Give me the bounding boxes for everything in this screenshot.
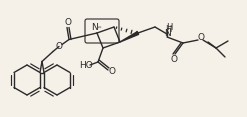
- Text: N: N: [164, 29, 170, 38]
- Text: **: **: [97, 26, 103, 31]
- Text: O: O: [64, 18, 71, 27]
- Text: N: N: [91, 24, 97, 33]
- Text: O: O: [198, 33, 205, 42]
- Text: O: O: [170, 55, 178, 64]
- Text: H: H: [166, 24, 172, 33]
- Text: H: H: [165, 24, 171, 33]
- Polygon shape: [120, 32, 139, 42]
- Text: O: O: [56, 42, 62, 51]
- Text: O: O: [108, 68, 116, 77]
- Text: HO: HO: [79, 60, 93, 69]
